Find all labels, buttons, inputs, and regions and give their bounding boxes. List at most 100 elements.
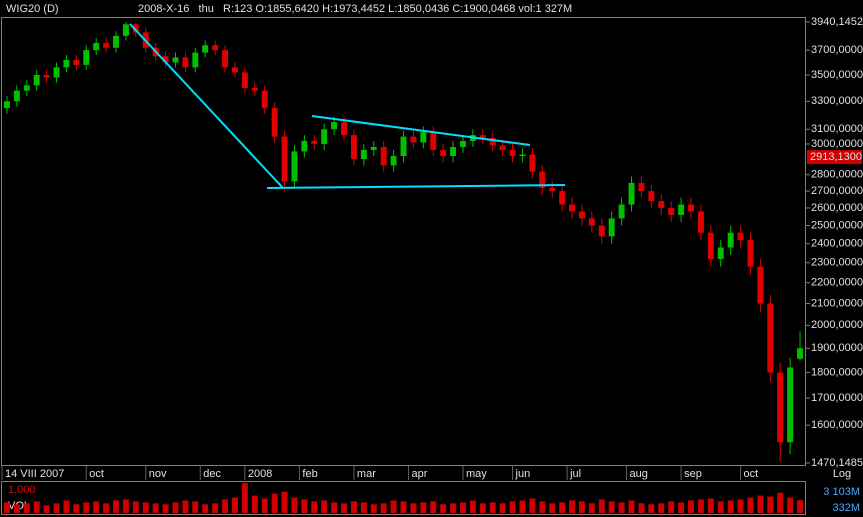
candle-body xyxy=(400,136,407,157)
volume-bar xyxy=(73,504,80,513)
candle-body xyxy=(212,45,219,51)
candle-body xyxy=(688,204,694,212)
trendline xyxy=(266,184,566,189)
y-tick-label: 2000,0000 xyxy=(811,319,863,331)
candle-body xyxy=(271,108,278,137)
volume-bar xyxy=(529,498,536,513)
volume-bar xyxy=(281,491,288,513)
candle-body xyxy=(410,136,417,143)
y-tick-label: 3500,0000 xyxy=(811,69,863,81)
y-tick-label: 1470,1485 xyxy=(811,457,863,469)
volume-bar xyxy=(291,497,298,513)
volume-bar xyxy=(430,501,437,513)
volume-bar xyxy=(63,500,70,513)
volume-bar xyxy=(3,502,10,513)
volume-bar xyxy=(628,500,635,513)
x-tick-label: apr xyxy=(411,468,427,480)
volume-bar xyxy=(261,498,268,513)
candle-body xyxy=(668,207,675,215)
candle-body xyxy=(747,240,754,267)
volume-bar xyxy=(13,504,20,513)
volume-bar xyxy=(350,501,357,513)
y-tick-label: 3100,0000 xyxy=(811,123,863,135)
volume-bar xyxy=(311,501,318,513)
volume-bar xyxy=(93,501,100,513)
volume-bar xyxy=(797,500,804,513)
candle-body xyxy=(549,187,556,192)
volume-bar xyxy=(658,503,665,513)
candle-body xyxy=(578,211,585,219)
candle-body xyxy=(132,24,139,33)
volume-bar xyxy=(737,499,744,513)
volume-bar xyxy=(460,502,466,513)
candle-body xyxy=(281,136,288,182)
volume-bar xyxy=(747,497,754,513)
y-tick-label: 2700,0000 xyxy=(811,185,863,197)
volume-bar xyxy=(678,502,685,513)
candle-body xyxy=(311,140,318,144)
candle-body xyxy=(727,232,734,248)
volume-bar xyxy=(132,501,139,513)
x-tick-label: sep xyxy=(684,468,702,480)
volume-bar xyxy=(222,499,229,513)
volume-bar xyxy=(618,502,625,513)
volume-bar xyxy=(23,503,30,513)
x-tick-label: may xyxy=(466,468,487,480)
candle-body xyxy=(350,135,357,160)
candle-body xyxy=(430,132,437,150)
candle-body xyxy=(53,67,60,78)
volume-bar xyxy=(648,504,655,513)
volume-bar xyxy=(727,500,734,513)
candle-body xyxy=(172,57,179,63)
volume-bar xyxy=(777,492,784,513)
candle-body xyxy=(777,372,784,443)
volume-panel xyxy=(1,481,806,515)
volume-bar xyxy=(331,502,338,513)
volume-bar xyxy=(360,502,367,513)
candle-body xyxy=(360,149,367,160)
volume-bar xyxy=(390,500,397,513)
candle-body xyxy=(598,225,605,237)
candle-body xyxy=(370,146,377,150)
x-tick-label: mar xyxy=(357,468,376,480)
candle-body xyxy=(73,59,80,65)
candle-body xyxy=(43,74,50,78)
x-tick-label: 2008 xyxy=(248,468,272,480)
volume-bar xyxy=(113,500,119,513)
volume-bar xyxy=(370,504,377,513)
candle-body xyxy=(509,149,516,157)
y-tick-label: 3940,1452 xyxy=(811,16,863,28)
volume-bar xyxy=(380,503,387,513)
volume-bar xyxy=(202,504,209,513)
candle-body xyxy=(202,45,209,53)
volume-bar xyxy=(162,504,169,513)
candle-body xyxy=(767,303,774,373)
candle-body xyxy=(331,122,338,130)
candle-body xyxy=(757,266,764,304)
candle-body xyxy=(231,67,238,73)
volume-bar xyxy=(212,503,219,513)
y-tick-label: 1900,0000 xyxy=(811,342,863,354)
volume-tick-label: 3 103M xyxy=(823,486,860,498)
candle-body xyxy=(618,204,625,219)
candle-body xyxy=(103,42,110,48)
x-tick-label: jul xyxy=(569,468,581,480)
volume-bar xyxy=(608,501,615,513)
volume-bar xyxy=(588,503,595,513)
candle-body xyxy=(707,232,714,259)
candle-body xyxy=(608,218,615,237)
candle-body xyxy=(588,218,595,226)
candle-body xyxy=(489,138,496,146)
candle-body xyxy=(559,191,566,205)
candle-body xyxy=(519,154,526,157)
candle-body xyxy=(113,35,119,48)
volume-bar xyxy=(152,503,159,513)
x-tick-label: 14 VIII 2007 xyxy=(5,468,64,480)
candle-body xyxy=(341,122,347,136)
candle-body xyxy=(648,191,655,202)
volume-bar xyxy=(341,503,347,513)
y-tick-label: 2200,0000 xyxy=(811,277,863,289)
volume-bar xyxy=(271,493,278,513)
volume-bar xyxy=(53,503,60,513)
candle-body xyxy=(3,101,10,109)
